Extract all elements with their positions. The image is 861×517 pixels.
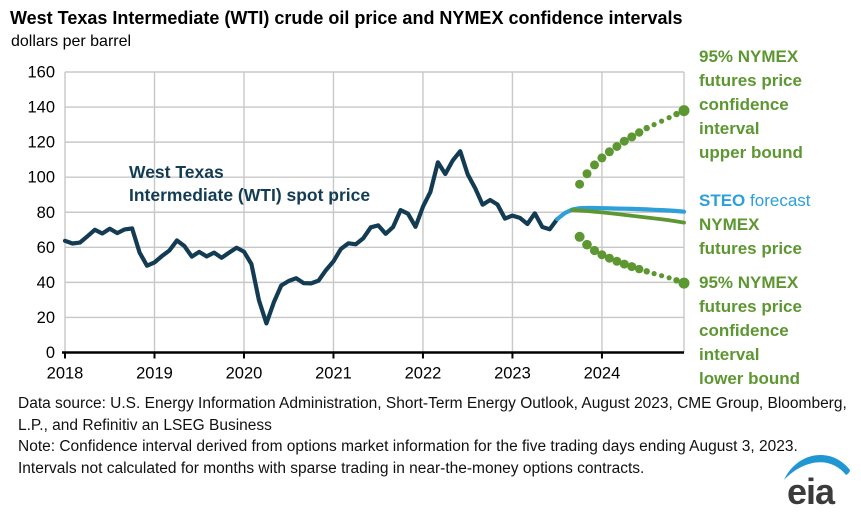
95-nymex-futures-price-confidence-interval-lower-bound-dot	[597, 250, 607, 260]
95-nymex-futures-price-confidence-interval-lower-bound-dot	[589, 245, 600, 256]
annotation-line: lower bound	[699, 369, 801, 388]
95-nymex-futures-price-confidence-interval-upper-bound-dot	[590, 160, 599, 170]
annotation-line: confidence	[699, 321, 789, 340]
95-nymex-futures-price-confidence-interval-lower-bound-dot	[627, 262, 637, 272]
steo-label: STEO	[699, 191, 746, 210]
95-nymex-futures-price-confidence-interval-lower-bound-dot	[612, 256, 622, 266]
chart-subtitle: dollars per barrel	[11, 33, 132, 50]
spot-label-line: Intermediate (WTI) spot price	[129, 185, 371, 205]
x-tick-label: 2022	[405, 365, 442, 383]
annotation-line: confidence	[699, 95, 789, 114]
annotation-line: futures price	[699, 239, 802, 258]
y-tick-label: 140	[27, 99, 55, 117]
y-tick-label: 160	[27, 64, 55, 82]
y-tick-label: 20	[37, 309, 55, 327]
95-nymex-futures-price-confidence-interval-upper-bound-dot	[643, 124, 650, 132]
annotation-line: futures price	[699, 297, 802, 316]
wti-price-chart: 2018 2019 2020 2021 2022 2023 2024 0 20 40 60 80 100…	[27, 64, 690, 383]
upper-bound-annotation: 95% NYMEX futures price confidence inter…	[699, 45, 861, 165]
95-nymex-futures-price-confidence-interval-lower-bound-dot	[582, 239, 592, 250]
95-nymex-futures-price-confidence-interval-upper-bound-dot	[604, 147, 614, 157]
95-nymex-futures-price-confidence-interval-upper-bound-dot	[635, 128, 644, 137]
data-source-text: Data source: U.S. Energy Information Adm…	[18, 395, 847, 434]
95-nymex-futures-price-confidence-interval-upper-bound-dot	[673, 110, 680, 118]
spot-label-line: West Texas	[129, 162, 224, 182]
nymex-futures-price-line	[570, 208, 686, 225]
annotation-line: upper bound	[699, 143, 803, 162]
annotation-line: 95% NYMEX	[699, 47, 799, 66]
annotation-line: 95% NYMEX	[699, 273, 799, 292]
x-tick-label: 2020	[226, 365, 263, 383]
wti-spot-price-line	[62, 149, 560, 326]
annotation-line: futures price	[699, 71, 802, 90]
lower-bound-annotation: 95% NYMEX futures price confidence inter…	[699, 271, 861, 391]
y-tick-label: 120	[27, 134, 55, 152]
95-nymex-futures-price-confidence-interval-lower-bound-dot	[643, 268, 650, 275]
x-tick-label: 2024	[584, 365, 621, 383]
y-tick-label: 60	[37, 239, 55, 257]
eia-logo: eia	[784, 455, 850, 510]
chart-title: West Texas Intermediate (WTI) crude oil …	[10, 8, 683, 28]
95-nymex-futures-price-confidence-interval-upper-bound-dot	[619, 136, 629, 146]
95-nymex-futures-price-confidence-interval-upper-bound-dot	[651, 122, 657, 128]
95-nymex-futures-price-confidence-interval-lower-bound-dot	[651, 271, 657, 277]
y-tick-label: 40	[37, 274, 55, 292]
95-nymex-futures-price-confidence-interval-upper-bound-dot	[597, 153, 607, 163]
y-tick-label: 80	[37, 204, 55, 222]
x-tick-label: 2021	[315, 365, 352, 383]
95-nymex-futures-price-confidence-interval-upper-bound-dot	[612, 142, 622, 151]
95-nymex-futures-price-confidence-interval-lower-bound-dot	[574, 231, 585, 242]
forecast-annotation: STEO forecast NYMEX futures price	[699, 189, 861, 261]
95-nymex-futures-price-confidence-interval-upper-bound-dot	[627, 132, 637, 142]
chart-footer: Data source: U.S. Energy Information Adm…	[18, 393, 856, 479]
forecast-label: forecast	[745, 191, 811, 210]
x-tick-label: 2019	[136, 365, 173, 383]
95-nymex-futures-price-confidence-interval-upper-bound-dot	[659, 118, 665, 124]
95-nymex-futures-price-confidence-interval-upper-bound-dot	[582, 169, 592, 179]
95-nymex-futures-price-confidence-interval-lower-bound-dot	[635, 264, 644, 274]
spot-price-series-label: West Texas Intermediate (WTI) spot price	[129, 161, 370, 207]
eia-logo-swoosh-icon	[784, 455, 850, 480]
steo-forecast-label: STEO forecast	[699, 189, 861, 213]
annotation-line: interval	[699, 119, 760, 138]
note-text: Note: Confidence interval derived from o…	[18, 438, 798, 477]
y-tick-label: 100	[27, 169, 55, 187]
95-nymex-futures-price-confidence-interval-lower-bound-dot	[666, 275, 672, 281]
95-nymex-futures-price-confidence-interval-lower-bound-dot	[673, 277, 680, 284]
95-nymex-futures-price-confidence-interval-lower-bound-dot	[659, 273, 665, 279]
95-nymex-futures-price-confidence-interval-upper-bound-dot	[678, 105, 690, 117]
steo-forecast-line	[555, 205, 687, 222]
95-nymex-futures-price-confidence-interval-lower-bound-dot	[604, 253, 614, 263]
annotation-line: interval	[699, 345, 760, 364]
annotation-line: NYMEX	[699, 215, 760, 234]
y-tick-label: 0	[46, 344, 55, 362]
95-nymex-futures-price-confidence-interval-lower-bound-dot	[678, 277, 690, 289]
x-tick-label: 2018	[47, 365, 84, 383]
95-nymex-futures-price-confidence-interval-upper-bound-dot	[666, 115, 672, 121]
eia-logo-text: eia	[787, 471, 836, 510]
95-nymex-futures-price-confidence-interval-upper-bound-dot	[575, 179, 585, 189]
95-nymex-futures-price-confidence-interval-lower-bound-dot	[619, 259, 629, 269]
x-tick-label: 2023	[494, 365, 531, 383]
